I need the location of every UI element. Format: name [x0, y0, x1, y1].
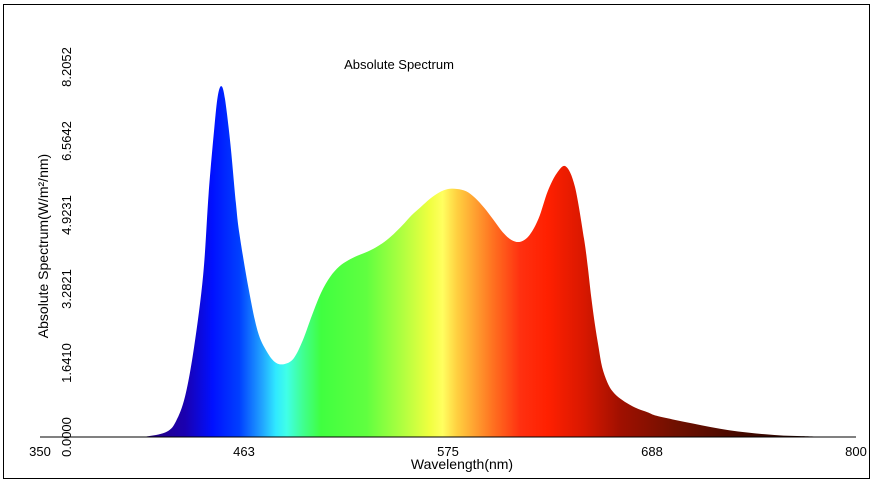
x-tick-label: 575	[437, 444, 459, 459]
x-tick-label: 688	[641, 444, 663, 459]
y-tick-label: 8.2052	[59, 47, 74, 87]
chart-title: Absolute Spectrum	[344, 57, 454, 72]
y-tick-label: 1.6410	[59, 343, 74, 383]
y-tick-label: 0.0000	[59, 417, 74, 457]
y-axis-label: Absolute Spectrum(W/m²/nm)	[35, 154, 51, 338]
y-tick-label: 4.9231	[59, 195, 74, 235]
y-tick-label: 3.2821	[59, 269, 74, 309]
y-tick-labels: 0.0000 1.6410 3.2821 4.9231 6.5642 8.2052	[59, 47, 74, 457]
spectrum-area	[40, 86, 856, 438]
x-tick-label: 463	[233, 444, 255, 459]
x-tick-labels: 350 463 575 688 800	[29, 444, 867, 459]
x-tick-label: 350	[29, 444, 51, 459]
y-tick-label: 6.5642	[59, 121, 74, 161]
x-tick-label: 800	[845, 444, 867, 459]
x-axis-label: Wavelength(nm)	[411, 456, 513, 472]
